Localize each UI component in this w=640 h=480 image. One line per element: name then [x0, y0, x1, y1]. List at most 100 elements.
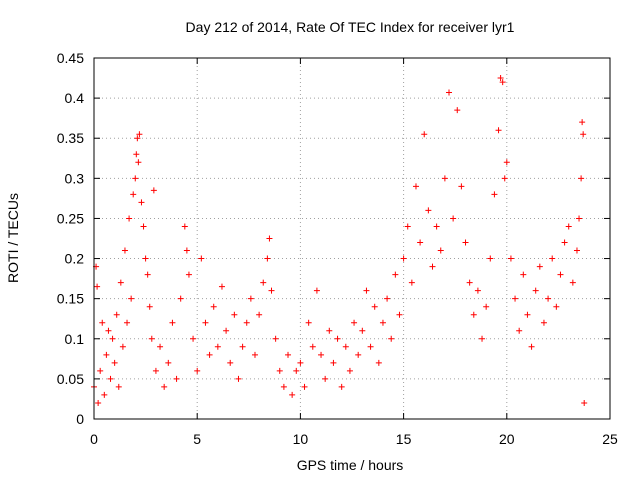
data-point [322, 375, 329, 382]
data-point [136, 131, 143, 138]
data-point [470, 311, 477, 318]
data-point [549, 255, 556, 262]
data-point [404, 223, 411, 230]
data-point [450, 215, 457, 222]
data-point [260, 279, 267, 286]
data-point [346, 367, 353, 374]
data-point [396, 311, 403, 318]
data-point [557, 271, 564, 278]
data-point [183, 247, 190, 254]
data-point [466, 279, 473, 286]
data-point [152, 367, 159, 374]
data-point [351, 319, 358, 326]
data-point [185, 271, 192, 278]
data-point [491, 191, 498, 198]
data-point [421, 131, 428, 138]
data-point [276, 367, 283, 374]
data-point [454, 107, 461, 114]
data-point [105, 327, 112, 334]
data-point [239, 343, 246, 350]
data-point [148, 335, 155, 342]
data-point [301, 383, 308, 390]
data-point [256, 311, 263, 318]
data-point [133, 151, 140, 158]
data-point [146, 303, 153, 310]
data-point [330, 359, 337, 366]
data-point [379, 319, 386, 326]
data-point [501, 175, 508, 182]
y-tick-label: 0 [76, 411, 84, 427]
data-point [305, 319, 312, 326]
data-point [144, 271, 151, 278]
data-point [433, 223, 440, 230]
data-point [97, 367, 104, 374]
data-point [516, 327, 523, 334]
data-point [117, 279, 124, 286]
data-point [462, 239, 469, 246]
data-point [150, 187, 157, 194]
data-point [126, 215, 133, 222]
data-point [165, 359, 172, 366]
data-point [101, 391, 108, 398]
data-point [479, 335, 486, 342]
plot-frame [93, 57, 611, 420]
data-point [441, 175, 448, 182]
data-point [113, 311, 120, 318]
data-point [206, 351, 213, 358]
data-point [309, 343, 316, 350]
data-point [124, 319, 131, 326]
data-point [540, 319, 547, 326]
data-point [573, 247, 580, 254]
y-tick-label: 0.25 [57, 210, 84, 226]
data-point [318, 351, 325, 358]
data-point [94, 283, 101, 290]
data-point [355, 351, 362, 358]
data-point [578, 175, 585, 182]
y-tick-label: 0.15 [57, 291, 84, 307]
data-point [545, 295, 552, 302]
data-point [384, 295, 391, 302]
data-point [429, 263, 436, 270]
data-points [91, 75, 588, 406]
data-point [266, 235, 273, 242]
x-tick-label: 10 [293, 431, 309, 447]
data-point [553, 303, 560, 310]
data-point [285, 351, 292, 358]
grid [94, 58, 610, 419]
data-point [99, 319, 106, 326]
data-point [536, 263, 543, 270]
data-point [334, 335, 341, 342]
data-point [169, 319, 176, 326]
data-point [157, 343, 164, 350]
data-point [326, 327, 333, 334]
data-point [251, 351, 258, 358]
x-axis-label: GPS time / hours [297, 457, 404, 473]
data-point [190, 335, 197, 342]
y-tick-label: 0.45 [57, 50, 84, 66]
data-point [524, 311, 531, 318]
data-point [581, 399, 588, 406]
data-point [264, 255, 271, 262]
data-point [95, 399, 102, 406]
data-point [107, 375, 114, 382]
data-point [121, 247, 128, 254]
data-point [231, 311, 238, 318]
data-point [371, 303, 378, 310]
data-point [272, 335, 279, 342]
x-tick-label: 20 [499, 431, 515, 447]
data-point [297, 359, 304, 366]
data-point [512, 295, 519, 302]
data-point [235, 375, 242, 382]
data-point [363, 287, 370, 294]
data-point [198, 255, 205, 262]
data-point [173, 375, 180, 382]
data-point [161, 383, 168, 390]
data-point [210, 303, 217, 310]
data-point [227, 359, 234, 366]
data-point [561, 239, 568, 246]
x-tick-label: 25 [602, 431, 618, 447]
data-point [128, 295, 135, 302]
data-point [400, 255, 407, 262]
data-point [289, 391, 296, 398]
